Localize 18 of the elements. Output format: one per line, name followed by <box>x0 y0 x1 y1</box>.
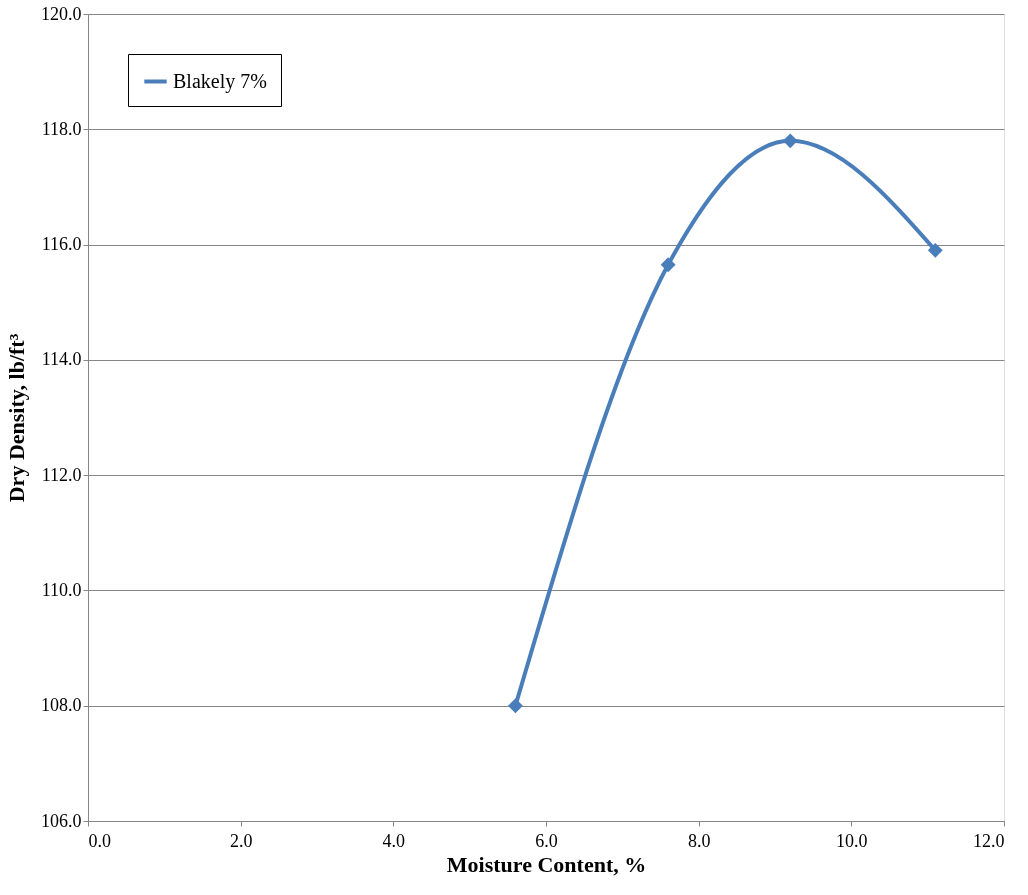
legend-label: Blakely 7% <box>173 69 267 93</box>
y-tick-label: 120.0 <box>41 3 82 24</box>
x-axis-title: Moisture Content, % <box>446 851 647 877</box>
y-tick-label: 114.0 <box>41 349 82 370</box>
y-tick-label: 110.0 <box>41 579 82 600</box>
x-tick-label: 0.0 <box>88 830 111 851</box>
x-tick-label: 12.0 <box>973 830 1005 851</box>
y-tick-label: 106.0 <box>41 810 82 831</box>
y-tick-label: 118.0 <box>41 118 82 139</box>
x-tick-label: 8.0 <box>687 830 711 851</box>
x-tick-label: 6.0 <box>535 830 558 851</box>
y-tick-label: 112.0 <box>41 464 82 485</box>
y-tick-label: 108.0 <box>41 695 82 716</box>
x-tick-label: 10.0 <box>836 830 868 851</box>
y-axis-title: Dry Density, lb/ft³ <box>4 333 29 503</box>
x-tick-label: 2.0 <box>229 830 253 851</box>
x-tick-label: 4.0 <box>382 830 406 851</box>
y-tick-label: 116.0 <box>41 234 82 255</box>
